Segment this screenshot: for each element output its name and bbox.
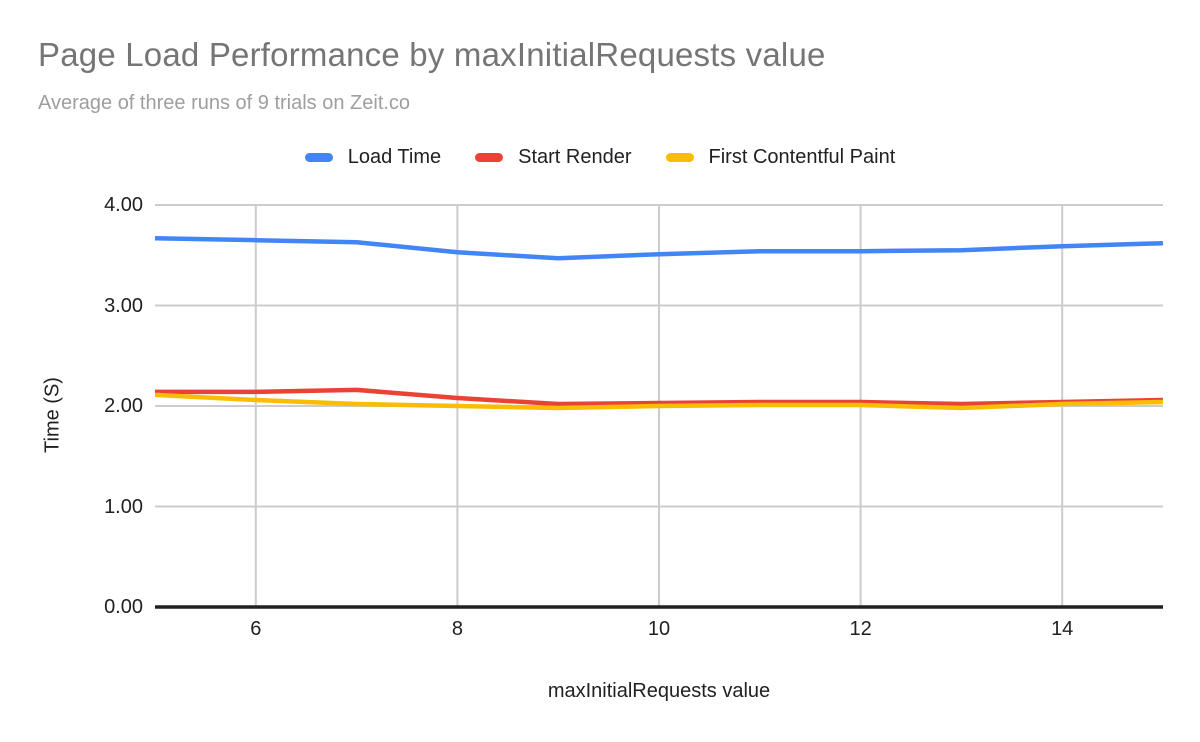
legend-swatch-start-render (475, 152, 504, 162)
x-axis-title: maxInitialRequests value (547, 680, 771, 702)
legend-item-first-contentful-paint: First Contentful Paint (665, 145, 896, 169)
legend-label: First Contentful Paint (708, 145, 896, 168)
chart-legend: Load Time Start Render First Contentful Pa… (0, 143, 1200, 171)
chart-title: Page Load Performance by maxInitialReque… (38, 36, 826, 73)
legend-swatch-load-time (304, 152, 333, 162)
series-line-load-time (154, 235, 1164, 261)
x-tick-label: 6 (250, 618, 262, 640)
y-tick-label: 3.00 (104, 294, 143, 317)
legend-item-load-time: Load Time (304, 145, 442, 169)
x-tick-label: 14 (1051, 618, 1074, 640)
y-axis-title: Time (S) (41, 377, 64, 453)
x-tick-label: 12 (849, 618, 872, 640)
series-line-first-contentful-paint (154, 392, 1164, 411)
x-tick-label: 8 (451, 618, 463, 640)
y-tick-label: 2.00 (104, 395, 143, 417)
x-tick-label: 10 (647, 618, 671, 640)
y-tick-label: 0.00 (104, 596, 143, 618)
legend-label: Start Render (518, 145, 632, 168)
y-tick-label: 4.00 (104, 194, 143, 216)
chart-subtitle: Average of three runs of 9 trials on Zei… (38, 92, 411, 114)
legend-swatch-first-contentful-paint (665, 152, 694, 162)
y-tick-label: 1.00 (104, 495, 143, 518)
series-line-start-render (155, 387, 1164, 407)
legend-label: Load Time (347, 145, 442, 168)
legend-item-start-render: Start Render (475, 145, 632, 169)
